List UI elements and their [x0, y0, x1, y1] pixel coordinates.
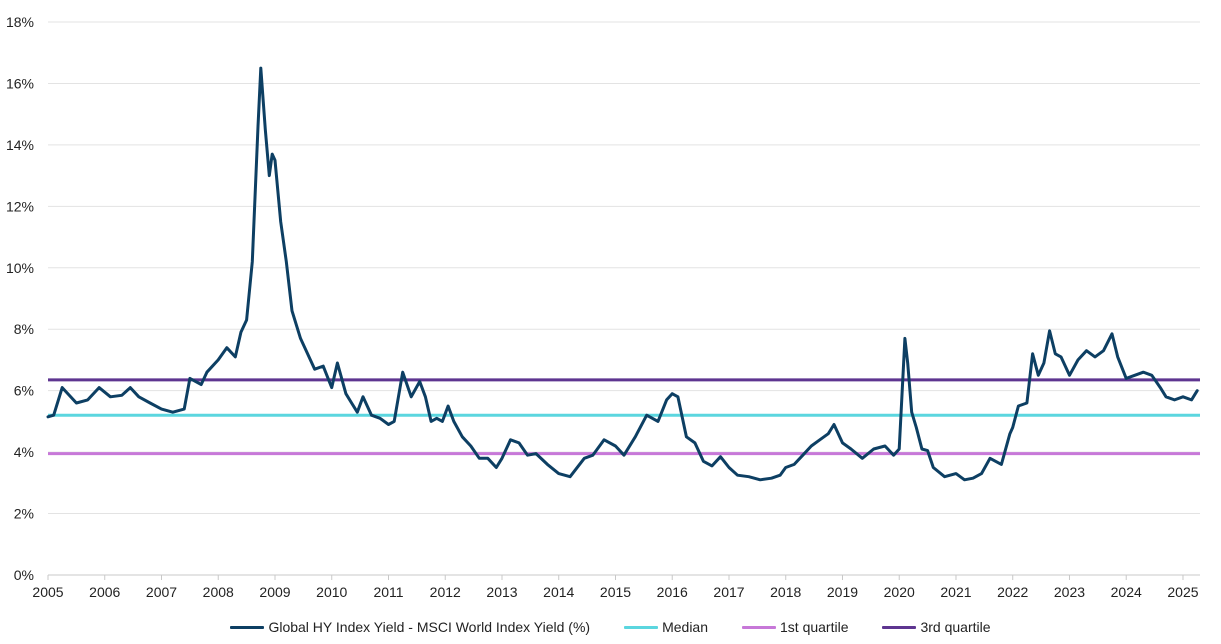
legend-item: Median — [624, 619, 708, 635]
y-tick-label: 0% — [14, 567, 34, 583]
x-tick-label: 2006 — [89, 584, 120, 600]
y-tick-label: 2% — [14, 506, 34, 522]
y-tick-label: 16% — [6, 75, 34, 91]
legend-item: 3rd quartile — [882, 619, 991, 635]
y-tick-label: 14% — [6, 137, 34, 153]
legend-item: Global HY Index Yield - MSCI World Index… — [230, 619, 590, 635]
x-tick-label: 2018 — [770, 584, 801, 600]
legend-swatch — [230, 625, 265, 629]
x-tick-label: 2013 — [486, 584, 517, 600]
x-tick-label: 2014 — [543, 584, 574, 600]
chart-legend: Global HY Index Yield - MSCI World Index… — [0, 614, 1221, 640]
y-tick-label: 12% — [6, 198, 34, 214]
y-tick-label: 6% — [14, 383, 34, 399]
yield-spread-line — [46, 66, 1199, 482]
legend-label: 3rd quartile — [920, 619, 991, 635]
x-tick-label: 2012 — [430, 584, 461, 600]
x-tick-label: 2010 — [316, 584, 347, 600]
x-tick-label: 2017 — [713, 584, 744, 600]
chart-plot: 0%2%4%6%8%10%12%14%16%18% 2005 2006 2007 20… — [6, 14, 1200, 600]
x-tick-label: 2020 — [884, 584, 915, 600]
x-tick-label: 2009 — [259, 584, 290, 600]
x-tick-label: 2022 — [997, 584, 1028, 600]
y-axis-ticks: 0% 2% 4% 6% 8% 10% 12% 14% 16% 18% — [6, 14, 34, 583]
x-tick-label: 2005 — [32, 584, 63, 600]
series-group — [46, 66, 1200, 482]
x-tick-label: 2011 — [373, 584, 403, 600]
legend-swatch — [624, 625, 659, 629]
x-axis-ticks: 2005 2006 2007 2008 2009 2010 2011 2012 2013 2014… — [32, 575, 1199, 600]
x-tick-label: 2007 — [146, 584, 177, 600]
x-tick-label: 2015 — [600, 584, 631, 600]
legend-swatch — [742, 625, 776, 629]
y-tick-label: 8% — [14, 321, 34, 337]
x-tick-label: 2023 — [1054, 584, 1085, 600]
legend-item: 1st quartile — [742, 619, 848, 635]
x-tick-label: 2024 — [1111, 584, 1142, 600]
x-tick-label: 2016 — [657, 584, 688, 600]
y-tick-label: 18% — [6, 14, 34, 30]
x-tick-label: 2008 — [203, 584, 234, 600]
y-tick-label: 4% — [14, 444, 34, 460]
legend-label: Global HY Index Yield - MSCI World Index… — [268, 619, 591, 635]
gridlines — [48, 21, 1200, 515]
legend-label: 1st quartile — [780, 619, 849, 635]
y-tick-label: 10% — [6, 260, 34, 276]
x-tick-label: 2021 — [940, 584, 971, 600]
x-tick-label: 2025 — [1167, 584, 1198, 600]
legend-swatch — [882, 625, 917, 629]
legend-label: Median — [662, 619, 708, 635]
x-tick-label: 2019 — [827, 584, 858, 600]
